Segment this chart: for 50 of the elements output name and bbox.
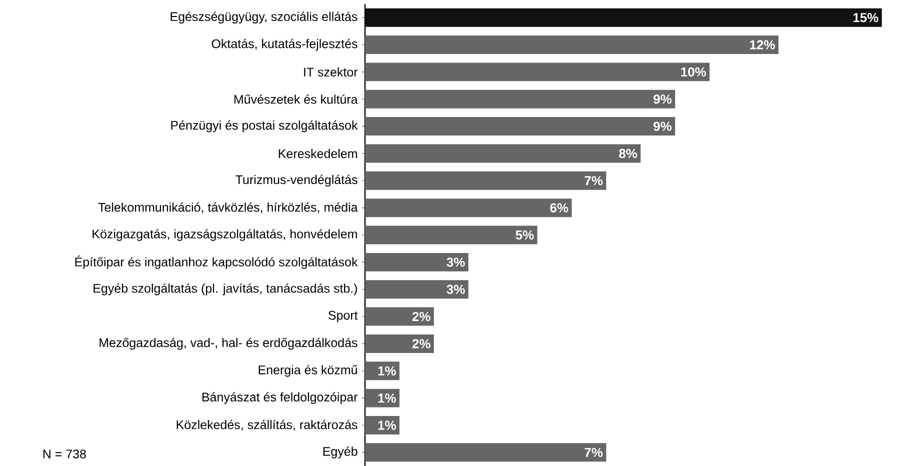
y-tick-label: Mezőgazdaság, vad-, hal- és erdőgazdálkodás <box>100 338 358 350</box>
bar <box>365 443 606 462</box>
y-tick-label: Építőipar és ingatlanhoz kapcsolódó szolgáltatások <box>75 255 358 269</box>
data-label: 3% <box>446 258 465 267</box>
y-tick-label: Oktatás, kutatás-fejlesztés <box>212 38 358 51</box>
data-label: 9% <box>654 122 672 131</box>
data-label: 2% <box>412 339 430 348</box>
y-tick-label: IT szektor <box>304 67 358 77</box>
data-label: 1% <box>378 420 396 430</box>
y-tick-label: Egyéb szolgáltatás (pl. javítás, tanácsadás stb.) <box>94 283 357 296</box>
bar <box>365 8 882 27</box>
data-label: 3% <box>446 284 465 294</box>
bar <box>365 307 434 326</box>
data-label: 9% <box>654 94 672 104</box>
data-label: 2% <box>412 312 430 322</box>
bar <box>365 117 676 136</box>
y-tick-label: Egészségügyügy, szociális ellátás <box>170 12 358 24</box>
y-tick-label: Egyéb <box>323 446 358 458</box>
data-label: 5% <box>516 230 534 240</box>
bar <box>365 171 606 190</box>
text: N = 738 <box>43 450 86 458</box>
data-label: 6% <box>550 203 568 212</box>
y-tick-label: Kereskedelem <box>278 148 357 158</box>
y-tick-label: Turizmus-vendéglátás <box>236 174 358 187</box>
data-label: 7% <box>584 448 603 457</box>
data-label: 7% <box>584 176 603 186</box>
bar <box>365 252 468 272</box>
data-label: 8% <box>619 148 638 158</box>
data-label: 15% <box>853 13 878 22</box>
y-tick-label: Telekommunikáció, távközlés, hírközlés, média <box>98 202 358 214</box>
bar <box>365 280 468 299</box>
y-tick-label: Energia és közmű <box>258 364 358 377</box>
bar <box>365 198 572 218</box>
data-label: 1% <box>378 393 396 403</box>
y-tick-label: Bányászat és feldolgozóipar <box>202 392 358 404</box>
y-tick-label: Közigazgatás, igazságszolgáltatás, honvédelem <box>92 229 357 241</box>
bar <box>365 416 400 434</box>
bar <box>365 90 676 108</box>
data-label: 1% <box>378 366 396 376</box>
bar <box>365 62 710 82</box>
y-tick-label: Művészetek és kultúra <box>234 94 358 104</box>
data-label: 12% <box>750 40 775 50</box>
bar <box>365 226 538 244</box>
y-tick-label: Közlekedés, szállítás, raktározás <box>176 420 358 431</box>
bar <box>365 144 641 163</box>
bar <box>365 36 778 54</box>
bar <box>365 334 434 353</box>
y-tick-label: Pénzügyi és postai szolgáltatások <box>171 120 358 132</box>
data-label: 10% <box>681 67 706 77</box>
y-tick-label: Sport <box>328 310 358 322</box>
